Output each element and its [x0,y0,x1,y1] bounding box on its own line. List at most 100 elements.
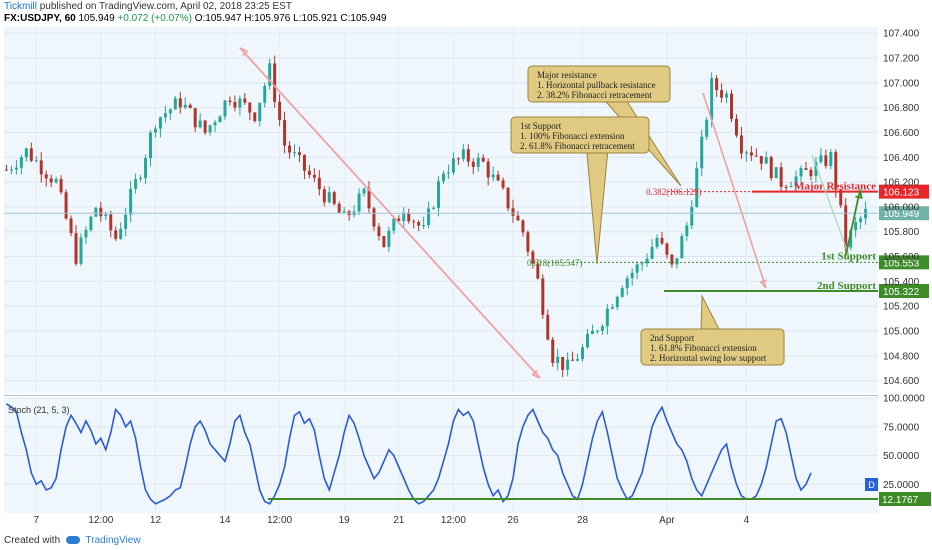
candle-body [829,152,833,167]
candle-body [124,214,128,229]
candle-body [685,225,689,237]
candle-body [749,152,753,156]
first-support-badge-text: 105.553 [883,258,920,269]
candle-body [119,228,123,239]
candle-body [238,98,242,108]
callout-3-title: 2nd Support [650,333,695,343]
candle-body [734,118,738,136]
candle-body [759,155,763,164]
symbol-label: FX:USDJPY, 60 [4,13,76,24]
candle-body [302,154,306,171]
major-resistance-label: Major Resistance [794,181,876,193]
candle-body [506,187,510,209]
candle-body [849,230,853,248]
candle-body [79,237,83,264]
candle-body [541,278,545,315]
candle-body [590,330,594,335]
candle-body [342,211,346,213]
down-arrow-right [702,92,767,289]
candle-body [844,205,848,248]
candle-body [69,218,73,234]
y-tick-label: 106.000 [883,202,920,213]
candle-body [566,359,570,370]
callout-3-line1: 1. 61.8% Fibonacci extension [650,343,757,353]
candle-body [129,188,133,215]
candle-body [471,161,475,167]
candle-body [163,113,167,118]
candle-body [372,208,376,227]
candle-body [496,174,500,181]
callout-2-title: 1st Support [520,121,562,131]
stoch-current-badge [879,491,931,506]
candle-body [794,176,798,187]
candle-body [461,149,465,159]
candle-body [243,98,247,103]
current-price-badge-text: 105.949 [883,209,920,220]
resistance-fib-label: 0.382(106.129) [646,187,702,197]
candle-body [705,119,709,137]
candle-body [531,251,535,264]
candle-body [89,216,93,230]
footer: Created with TradingView [4,535,141,546]
tradingview-cloud-icon [65,536,80,545]
y-tick-label: 105.600 [883,252,920,263]
y-tick-label: 107.000 [883,78,920,89]
candle-body [680,236,684,259]
candle-body [586,334,589,348]
candle-body [258,102,262,122]
candle-body [645,258,649,264]
candle-body [640,263,644,265]
candle-body [600,326,604,331]
candle-body [24,148,28,158]
candle-body [337,203,341,213]
x-tick-label: 12:00 [441,515,466,526]
candle-body [134,179,138,189]
candle-body [809,169,813,177]
stoch-current-text: 12.1767 [882,495,919,506]
up-arrow-left [239,47,541,379]
candle-body [690,207,694,226]
candle-body [739,135,743,154]
osc-tick-label: 50.0000 [883,451,920,462]
candle-body [635,264,639,273]
candle-body [104,214,108,217]
axes: 107.400 107.200 107.000 106.800 106.600 106.4… [33,29,925,526]
candle-body [744,152,748,154]
candle-body [700,136,704,169]
candle-body [29,148,33,161]
candle-body [769,157,773,179]
candle-body [377,226,381,237]
candle-body [441,173,445,182]
tradingview-link[interactable]: TradingView [85,535,141,546]
candle-body [203,120,207,133]
candle-body [268,63,272,86]
candle-body [382,236,386,248]
candle-body [764,157,768,164]
last-price: 105.949 [78,13,115,24]
candle-body [407,213,411,222]
candle-body [213,122,217,126]
candle-body [168,109,172,114]
resistance-badge-text: 106.123 [883,188,920,199]
y-tick-label: 106.800 [883,103,920,114]
y-tick-label: 104.800 [883,351,920,362]
candle-body [630,272,634,279]
candle-body [233,102,237,108]
stoch-line [6,403,812,505]
candle-body [397,218,401,222]
candle-body [94,207,98,217]
x-tick-label: 12:00 [88,515,113,526]
candle-body [481,157,485,162]
candle-body [486,161,490,178]
candle-body [139,177,143,180]
y-tick-label: 107.400 [883,29,920,40]
candle-body [59,179,63,193]
x-tick-label: 26 [507,515,519,526]
candle-body [392,218,396,231]
first-support-fib-label: 0.618(105.547) [527,258,583,268]
candle-body [561,356,565,370]
candle-body [605,308,609,327]
candle-body [64,192,68,219]
publisher-name[interactable]: Tickmill [4,1,37,12]
